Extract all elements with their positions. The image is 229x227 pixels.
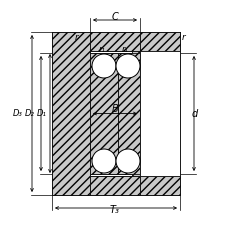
Text: r: r <box>181 32 185 42</box>
Polygon shape <box>90 176 139 195</box>
Text: T₃: T₃ <box>110 205 119 215</box>
Text: r₁: r₁ <box>99 44 106 54</box>
Polygon shape <box>139 176 179 195</box>
Polygon shape <box>117 53 139 174</box>
Text: D₃: D₃ <box>13 109 23 118</box>
Circle shape <box>115 54 139 78</box>
Circle shape <box>115 149 139 173</box>
Text: C: C <box>111 12 118 22</box>
Bar <box>139 51 179 176</box>
Polygon shape <box>90 32 139 51</box>
Polygon shape <box>90 53 117 174</box>
Polygon shape <box>139 32 179 51</box>
Text: d: d <box>191 109 197 119</box>
Circle shape <box>92 149 115 173</box>
Text: D₁: D₁ <box>37 109 47 118</box>
Polygon shape <box>131 51 139 176</box>
Text: D₂: D₂ <box>25 109 35 118</box>
Polygon shape <box>52 32 90 195</box>
Circle shape <box>92 54 115 78</box>
Text: B: B <box>111 104 118 114</box>
Text: r: r <box>74 32 78 42</box>
Text: r₁: r₁ <box>121 44 128 54</box>
